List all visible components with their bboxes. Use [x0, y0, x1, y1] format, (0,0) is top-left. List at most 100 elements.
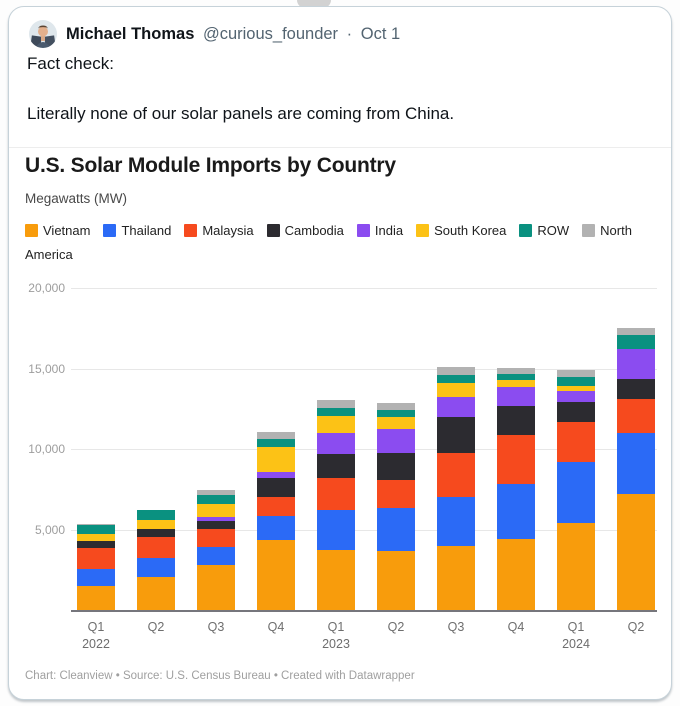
bar-segment-south-korea: [377, 417, 415, 430]
x-axis-label-line: Q1: [567, 620, 585, 634]
chart-footer: Chart: Cleanview • Source: U.S. Census B…: [25, 670, 415, 682]
x-axis-label-q2-2024: Q2: [617, 619, 655, 653]
x-axis-label-q1-2022: Q1 2022: [77, 619, 115, 653]
stacked-bar-q1-2024: [557, 370, 595, 611]
bar-segment-row: [77, 524, 115, 534]
y-axis-tick-label: 15,000: [28, 361, 65, 376]
bar-segment-cambodia: [557, 402, 595, 422]
bar-segment-india: [617, 348, 655, 380]
bar-segment-row: [257, 438, 295, 448]
avatar-image: [29, 20, 57, 48]
legend-label: Thailand: [121, 223, 172, 238]
bar-segment-vietnam: [377, 551, 415, 611]
chart-divider: [9, 147, 671, 148]
legend-label: South Korea: [434, 223, 507, 238]
bar-segment-thailand: [377, 507, 415, 552]
bar-segment-south-korea: [197, 503, 235, 517]
bar-segment-south-korea: [497, 380, 535, 388]
avatar[interactable]: [29, 20, 57, 48]
bar-segment-vietnam: [617, 493, 655, 611]
stacked-bar-q3-2022: [197, 490, 235, 611]
chart-plot-area: 5,000 10,000 15,000 20,000: [28, 269, 657, 612]
y-axis-tick-label: 10,000: [28, 442, 65, 456]
x-axis-label-line: Q2: [147, 620, 165, 634]
x-axis-label-line: 2022: [82, 637, 110, 651]
x-axis-label-line: Q4: [507, 620, 525, 634]
x-axis-line: [71, 610, 657, 612]
bar-segment-north-america: [557, 370, 595, 377]
bars-container: [77, 269, 655, 611]
chart-subtitle: Megawatts (MW): [25, 191, 128, 206]
bar-segment-vietnam: [557, 523, 595, 611]
bar-segment-thailand: [257, 516, 295, 540]
bar-segment-malaysia: [137, 536, 175, 558]
bar-segment-malaysia: [77, 548, 115, 570]
x-axis-label-line: Q4: [267, 620, 285, 634]
legend-item-south-korea: South Korea: [416, 223, 506, 238]
bar-segment-cambodia: [197, 520, 235, 529]
stacked-bar-q4-2022: [257, 432, 295, 611]
bar-segment-row: [197, 495, 235, 504]
legend-swatch: [103, 224, 117, 237]
bar-segment-cambodia: [317, 454, 355, 478]
legend-swatch: [184, 224, 198, 237]
x-axis-label-line: Q2: [387, 620, 405, 634]
gridline-10000: 10,000: [28, 442, 657, 456]
x-axis-label-line: Q1: [87, 620, 105, 634]
bar-segment-cambodia: [617, 379, 655, 399]
legend-item-india: India: [356, 223, 404, 238]
bar-segment-cambodia: [377, 452, 415, 480]
bar-segment-row: [617, 335, 655, 349]
legend-swatch: [266, 224, 280, 237]
bar-segment-malaysia: [557, 421, 595, 462]
author-name[interactable]: Michael Thomas: [66, 24, 195, 43]
legend-swatch: [519, 224, 533, 237]
x-axis-label-q2-2023: Q2: [377, 619, 415, 653]
gridline-20000: 20,000: [28, 281, 657, 295]
stacked-bar-q3-2023: [437, 367, 475, 611]
bar-segment-vietnam: [257, 539, 295, 611]
bar-segment-india: [197, 516, 235, 521]
x-axis-labels: Q1 2022 Q2 Q3 Q4 Q1 2023 Q2 Q3 Q4 Q1 2024 Q2: [77, 619, 655, 653]
bar-segment-cambodia: [437, 416, 475, 454]
bar-segment-vietnam: [437, 546, 475, 611]
bar-segment-cambodia: [257, 478, 295, 497]
bar-segment-malaysia: [437, 453, 475, 498]
bar-segment-cambodia: [137, 528, 175, 537]
bar-segment-vietnam: [137, 577, 175, 611]
bar-segment-thailand: [557, 461, 595, 524]
x-axis-label-q4-2023: Q4: [497, 619, 535, 653]
bar-segment-north-america: [257, 432, 295, 439]
bar-segment-north-america: [377, 402, 415, 411]
legend-swatch: [356, 224, 370, 237]
legend-label: Vietnam: [43, 223, 91, 238]
meta-separator: ·: [346, 24, 353, 43]
tweet-card[interactable]: Michael Thomas @curious_founder · Oct 1 …: [8, 6, 672, 700]
bar-segment-malaysia: [197, 528, 235, 547]
author-handle[interactable]: @curious_founder: [202, 24, 339, 43]
y-axis-tick-label: 5,000: [34, 522, 65, 537]
bar-segment-row: [317, 408, 355, 416]
x-axis-label-q3-2022: Q3: [197, 619, 235, 653]
bar-segment-vietnam: [197, 564, 235, 611]
legend-label: Cambodia: [284, 223, 344, 238]
bar-segment-india: [257, 471, 295, 479]
bar-segment-india: [437, 397, 475, 417]
tweet-text: Fact check: Literally none of our solar …: [27, 53, 651, 153]
tweet-byline: Michael Thomas @curious_founder · Oct 1: [66, 25, 400, 44]
bar-segment-thailand: [197, 546, 235, 565]
chart-title: U.S. Solar Module Imports by Country: [25, 154, 396, 177]
bar-segment-thailand: [497, 483, 535, 539]
x-axis-label-line: Q2: [627, 620, 645, 634]
bar-segment-south-korea: [437, 382, 475, 398]
bar-segment-south-korea: [557, 385, 595, 392]
legend-item-row: ROW: [519, 223, 569, 238]
legend-label: India: [374, 223, 404, 238]
bar-segment-row: [137, 510, 175, 520]
bar-segment-thailand: [77, 569, 115, 586]
bar-segment-north-america: [317, 400, 355, 409]
x-axis-label-q1-2023: Q1 2023: [317, 619, 355, 653]
tweet-date[interactable]: Oct 1: [360, 24, 401, 43]
bar-segment-row: [497, 374, 535, 381]
bar-segment-malaysia: [377, 479, 415, 508]
